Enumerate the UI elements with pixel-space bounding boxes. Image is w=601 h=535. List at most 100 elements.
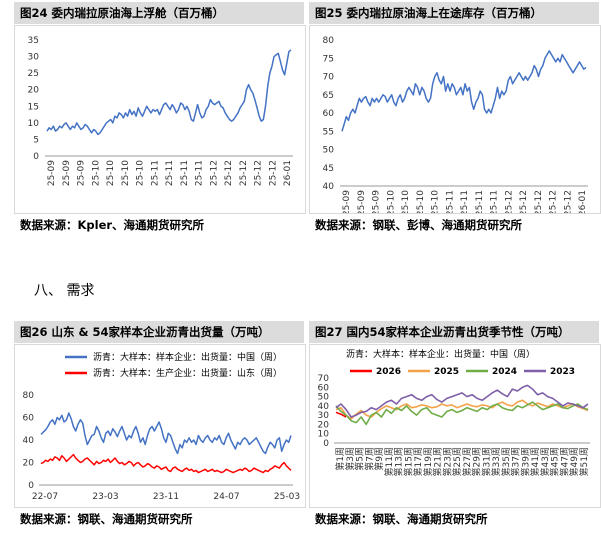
series-line [341,50,587,132]
y-tick-label: 25 [28,69,39,79]
x-tick-label: 25-12 [504,190,514,213]
x-tick-label: 第31周 [480,447,492,476]
series-line [46,49,292,136]
y-tick-label: 60 [323,109,335,119]
chart-source: 数据来源：钢联、海通期货研究所 [20,512,193,526]
y-tick-label: 40 [318,402,330,412]
y-tick-label: 50 [318,393,330,403]
x-tick-label: 25-10 [136,160,146,186]
y-tick-label: 20 [28,86,40,96]
x-tick-label: 第19周 [422,447,434,476]
x-tick-label: 第37周 [510,447,522,476]
legend-label: 沥青：大样本：样本企业：出货量：中国（周） [93,351,282,363]
x-tick-label: 25-09 [62,160,72,186]
x-tick-label: 25-12 [534,190,544,213]
x-tick-label: 25-12 [519,190,529,213]
x-tick-label: 第47周 [558,447,570,476]
x-tick-label: 第29周 [471,447,483,476]
chart-26-svg: 0 20 40 60 80 22-07 23-03 23-11 24-07 25-03 沥青：大样本… [23,351,301,502]
x-tick-label: 25-09 [342,190,352,213]
x-tick-label: 第3周 [344,447,356,471]
x-tick-label: 第49周 [568,447,580,476]
x-tick-label: 第11周 [383,447,395,476]
chart-title: 图27 国内54家样本企业沥青出货季节性（万吨） [315,325,570,339]
y-tick-label: 65 [323,91,334,101]
x-tick-label: 第9周 [373,447,385,471]
x-tick-label: 第25周 [451,447,463,476]
chart-source: 数据来源：钢联、彭博、海通期货研究所 [315,218,522,232]
chart-title-bar: 图24 委内瑞拉原油海上浮舱（百万桶） [14,2,304,24]
x-tick-label: 25-12 [563,190,573,213]
x-tick-label: 25-10 [106,160,116,186]
x-tick-label: 第27周 [461,447,473,476]
x-tick-label: 第41周 [529,447,541,476]
section-heading: 八、 需求 [34,283,95,299]
chart-box: 40 45 50 55 60 65 70 75 80 25-09 25-09 25-09 25-10 25… [309,25,601,216]
chart-source: 数据来源：Kpler、海通期货研究所 [20,218,205,232]
x-tick-label: 第35周 [500,447,512,476]
chart-24-svg: 0 5 10 15 20 25 30 35 25-09 25-09 25-09 25-10 25-10 2… [28,36,293,186]
x-tick-label: 25-11 [165,160,175,186]
legend-label: 2023 [550,367,575,377]
y-tick-label: 30 [28,53,40,63]
y-tick-label: 20 [318,420,330,430]
x-tick-label: 25-12 [239,160,249,186]
x-tick-label: 第45周 [549,447,561,476]
chart-title: 图24 委内瑞拉原油海上浮舱（百万桶） [20,6,225,20]
x-tick-label: 第23周 [441,447,453,476]
y-tick-label: 80 [23,391,35,401]
x-tick-label: 25-10 [91,160,101,186]
chart-title: 图25 委内瑞拉原油海上在途库存（百万桶） [315,6,543,20]
x-tick-label: 第51周 [578,447,590,476]
x-tick-label: 第5周 [354,447,366,471]
x-tick-label: 25-09 [372,190,382,213]
legend-label: 沥青：大样本：生产企业：出货量：山东（周） [93,367,282,379]
x-tick-label: 24-07 [213,492,239,502]
x-tick-label: 25-12 [224,160,234,186]
legend-title: 沥青：大样本：样本企业：出货量：中国（周） [346,348,535,360]
y-tick-label: 60 [23,414,35,424]
y-tick-label: 0 [33,152,39,162]
series-line [40,412,292,455]
x-tick-label: 25-09 [47,160,57,186]
series-line [335,401,589,426]
y-tick-label: 10 [28,119,40,129]
chart-box: 0 5 10 15 20 25 30 35 25-09 25-09 25-09 25-10 25-10 2… [14,25,306,214]
chart-title-bar: 图27 国内54家样本企业沥青出货季节性（万吨） [309,321,599,343]
chart-box: 0 20 40 60 80 22-07 23-03 23-11 24-07 25-03 沥青：大样本… [14,344,306,508]
x-tick-label: 23-11 [153,492,179,502]
x-tick-label: 25-11 [180,160,190,186]
x-tick-label: 25-12 [268,160,278,186]
x-tick-label: 25-10 [386,190,396,213]
series-line [335,384,589,418]
x-tick-label: 25-10 [416,190,426,213]
chart-title-bar: 图26 山东 & 54家样本企业沥青出货量（万吨） [14,321,304,343]
x-tick-label: 25-11 [460,190,470,213]
series-line [335,399,589,420]
y-tick-label: 0 [28,481,34,491]
x-tick-label: 第33周 [490,447,502,476]
x-tick-label: 第1周 [334,447,346,471]
x-tick-label: 25-12 [254,160,264,186]
chart-title-bar: 图25 委内瑞拉原油海上在途库存（百万桶） [309,2,599,24]
legend-label: 2025 [434,367,459,377]
y-tick-label: 70 [318,374,330,384]
x-tick-label: 25-03 [274,492,300,502]
y-tick-label: 30 [318,411,330,421]
x-tick-label: 25-11 [475,190,485,213]
y-tick-label: 70 [323,73,335,83]
panel-chart-27: 图27 国内54家样本企业沥青出货季节性（万吨） 0 10 20 30 40 50 60 70… [309,321,601,535]
x-tick-label: 第21周 [432,447,444,476]
x-tick-label: 第17周 [412,447,424,476]
x-tick-label: 25-09 [77,160,87,186]
legend-label: 2026 [376,367,401,377]
x-tick-label: 25-11 [150,160,160,186]
x-tick-label: 25-11 [490,190,500,213]
panel-chart-26: 图26 山东 & 54家样本企业沥青出货量（万吨） 0 20 40 60 80 22-07… [14,321,306,535]
chart-title: 图26 山东 & 54家样本企业沥青出货量（万吨） [20,325,270,339]
x-tick-label: 26-01 [283,160,293,186]
x-tick-label: 第15周 [402,447,414,476]
chart-source: 数据来源：钢联、海通期货研究所 [315,512,488,526]
chart-box: 0 10 20 30 40 50 60 70 第1周 第3周 第5周 第7周 第9周 第11周 第13周 第1… [309,344,601,508]
